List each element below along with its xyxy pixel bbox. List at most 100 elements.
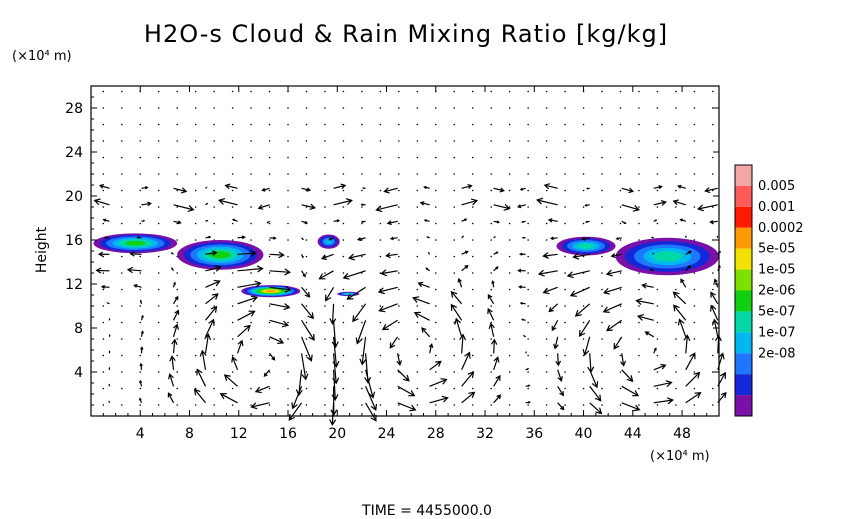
grid-dot xyxy=(416,239,419,241)
grid-dot xyxy=(582,107,585,109)
grid-dot xyxy=(157,404,160,406)
grid-dot xyxy=(324,387,326,390)
grid-dot xyxy=(287,156,289,159)
grid-dot xyxy=(693,189,696,192)
grid-dot xyxy=(638,321,640,324)
colorbar-label: 5e-07 xyxy=(758,304,796,319)
grid-dot xyxy=(638,189,640,192)
grid-dot xyxy=(453,387,456,390)
wind-arrow xyxy=(461,198,479,206)
grid-dot xyxy=(250,123,252,126)
grid-dot xyxy=(342,156,345,159)
wind-arrow xyxy=(330,386,338,417)
grid-dot xyxy=(564,354,566,357)
grid-dot xyxy=(398,305,400,307)
grid-dot xyxy=(453,404,456,406)
grid-dot xyxy=(176,404,178,406)
grid-dot xyxy=(268,206,271,208)
wind-arrow xyxy=(650,236,654,239)
wind-arrow xyxy=(291,386,303,410)
grid-dot xyxy=(194,189,197,192)
grid-dot xyxy=(398,338,400,340)
grid-dot xyxy=(213,222,215,225)
grid-dot xyxy=(416,123,419,126)
grid-dot xyxy=(305,305,308,307)
wind-arrow xyxy=(269,319,290,328)
grid-dot xyxy=(176,206,178,208)
grid-dot xyxy=(527,90,529,93)
grid-dot xyxy=(268,354,271,357)
wind-arrow xyxy=(205,186,208,189)
wind-arrow xyxy=(172,281,176,288)
wind-arrow xyxy=(557,402,565,411)
grid-dot xyxy=(434,239,437,241)
grid-dot xyxy=(545,90,548,93)
grid-dot xyxy=(619,123,622,126)
wind-arrow xyxy=(346,286,366,300)
grid-dot xyxy=(120,387,123,390)
grid-dot xyxy=(342,288,345,291)
grid-dot xyxy=(342,387,345,390)
grid-dot xyxy=(453,156,456,159)
grid-dot xyxy=(656,387,659,390)
grid-dot xyxy=(582,222,585,225)
x-tick-label: 32 xyxy=(476,426,494,442)
grid-dot xyxy=(287,140,289,142)
grid-dot xyxy=(305,239,308,241)
grid-dot xyxy=(601,107,603,109)
wind-arrow xyxy=(95,267,110,274)
wind-arrow xyxy=(140,314,144,321)
colorbar-swatch xyxy=(735,165,752,186)
grid-dot xyxy=(545,123,548,126)
grid-dot xyxy=(250,371,252,373)
grid-dot xyxy=(139,305,142,307)
grid-dot xyxy=(102,338,105,340)
wind-arrow xyxy=(566,270,590,279)
wind-arrow xyxy=(269,236,277,240)
grid-dot xyxy=(712,272,714,274)
wind-arrow xyxy=(519,187,526,191)
grid-dot xyxy=(398,206,400,208)
grid-dot xyxy=(324,272,326,274)
grid-dot xyxy=(194,387,197,390)
wind-arrow xyxy=(97,251,110,257)
grid-dot xyxy=(471,123,474,126)
wind-arrow xyxy=(419,201,430,206)
wind-arrow xyxy=(423,219,430,223)
wind-arrow xyxy=(653,219,658,222)
grid-dot xyxy=(213,140,215,142)
wind-arrow xyxy=(332,336,340,368)
wind-arrow xyxy=(269,285,292,293)
grid-dot xyxy=(213,354,215,357)
grid-dot xyxy=(305,338,308,340)
grid-dot xyxy=(453,288,456,291)
grid-dot xyxy=(434,404,437,406)
wind-arrow xyxy=(141,219,146,222)
grid-dot xyxy=(545,305,548,307)
grid-dot xyxy=(231,173,234,175)
grid-dot xyxy=(324,206,326,208)
grid-dot xyxy=(675,222,677,225)
grid-dot xyxy=(120,173,123,175)
grid-dot xyxy=(712,387,714,390)
grid-dot xyxy=(471,239,474,241)
grid-dot xyxy=(213,156,215,159)
grid-dot xyxy=(250,321,252,324)
grid-dot xyxy=(545,140,548,142)
grid-dot xyxy=(324,354,326,357)
y-tick-label: 12 xyxy=(65,277,83,293)
grid-dot xyxy=(231,222,234,225)
grid-dot xyxy=(582,387,585,390)
grid-dot xyxy=(139,338,142,340)
grid-dot xyxy=(508,107,511,109)
grid-dot xyxy=(434,371,437,373)
wind-arrow xyxy=(653,184,663,190)
wind-arrow xyxy=(237,280,262,288)
wind-arrow xyxy=(413,311,430,321)
x-tick-label: 28 xyxy=(427,426,445,442)
wind-arrow xyxy=(493,187,505,193)
grid-dot xyxy=(693,321,696,324)
grid-dot xyxy=(250,107,252,109)
grid-dot xyxy=(120,222,123,225)
grid-dot xyxy=(231,305,234,307)
